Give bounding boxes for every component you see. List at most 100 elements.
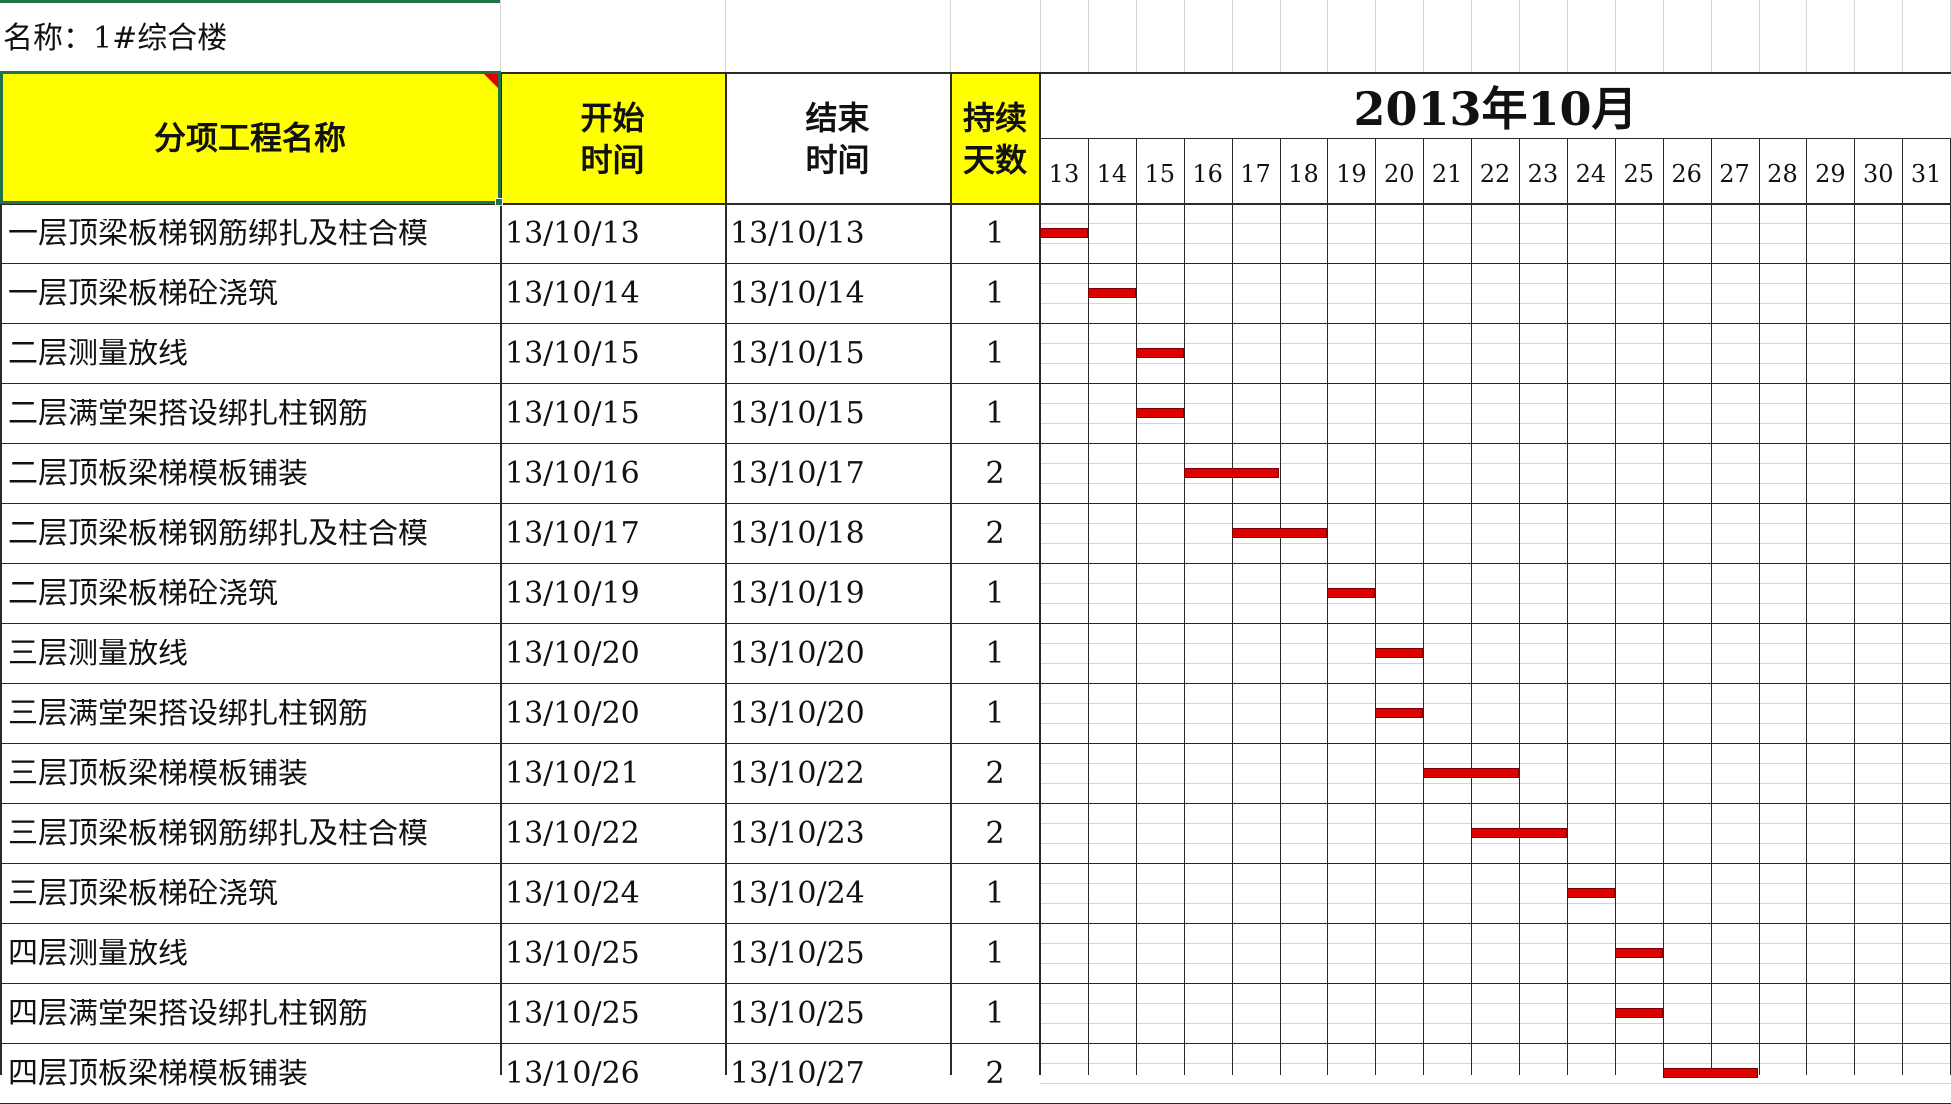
start-date-cell[interactable]: 13/10/15: [505, 339, 640, 369]
end-date-cell[interactable]: 13/10/15: [730, 339, 865, 369]
gantt-subrow-gridline: [1040, 663, 1951, 664]
start-date-cell[interactable]: 13/10/25: [505, 999, 640, 1029]
duration-cell[interactable]: 1: [985, 219, 1005, 249]
end-date-cell[interactable]: 13/10/23: [730, 819, 865, 849]
start-date-cell[interactable]: 13/10/26: [505, 1059, 640, 1089]
day-header-22[interactable]: 22: [1479, 160, 1511, 188]
duration-cell[interactable]: 2: [985, 1059, 1005, 1089]
start-time-header-line2: 时间: [580, 141, 645, 179]
end-date-cell[interactable]: 13/10/14: [730, 279, 865, 309]
end-date-cell[interactable]: 13/10/24: [730, 879, 865, 909]
day-header-13[interactable]: 13: [1048, 160, 1080, 188]
day-header-20[interactable]: 20: [1383, 160, 1415, 188]
duration-cell[interactable]: 1: [985, 879, 1005, 909]
active-cell-selection[interactable]: [0, 71, 501, 204]
end-date-cell[interactable]: 13/10/15: [730, 399, 865, 429]
task-name-cell[interactable]: 四层顶板梁梯模板铺装: [8, 1059, 308, 1089]
task-name-cell[interactable]: 一层顶梁板梯砼浇筑: [8, 279, 278, 309]
task-name-cell[interactable]: 二层顶梁板梯钢筋绑扎及柱合模: [8, 519, 428, 549]
day-header-24[interactable]: 24: [1575, 160, 1607, 188]
end-date-cell[interactable]: 13/10/19: [730, 579, 865, 609]
gantt-subrow-gridline: [1040, 223, 1951, 224]
end-date-cell[interactable]: 13/10/20: [730, 699, 865, 729]
fill-handle[interactable]: [495, 198, 503, 206]
month-header[interactable]: 2013年10月: [1353, 82, 1638, 136]
duration-cell[interactable]: 1: [985, 999, 1005, 1029]
day-header-16[interactable]: 16: [1192, 160, 1223, 188]
start-date-cell[interactable]: 13/10/20: [505, 639, 640, 669]
gantt-subrow-gridline: [1040, 243, 1951, 244]
gantt-bar: [1040, 228, 1088, 238]
duration-cell[interactable]: 1: [985, 279, 1005, 309]
task-name-cell[interactable]: 二层顶板梁梯模板铺装: [8, 459, 308, 489]
day-header-30[interactable]: 30: [1862, 160, 1894, 188]
end-date-cell[interactable]: 13/10/17: [730, 459, 865, 489]
gantt-subrow-gridline: [1040, 403, 1951, 404]
day-header-14[interactable]: 14: [1096, 160, 1128, 188]
start-date-cell[interactable]: 13/10/22: [505, 819, 640, 849]
start-date-cell[interactable]: 13/10/19: [505, 579, 640, 609]
day-header-19[interactable]: 19: [1336, 160, 1367, 188]
task-name-cell[interactable]: 三层测量放线: [8, 639, 188, 669]
end-date-cell[interactable]: 13/10/25: [730, 939, 865, 969]
day-header-21[interactable]: 21: [1431, 160, 1463, 188]
day-header-18[interactable]: 18: [1288, 160, 1319, 188]
task-name-cell[interactable]: 二层测量放线: [8, 339, 188, 369]
start-date-cell[interactable]: 13/10/20: [505, 699, 640, 729]
task-name-cell[interactable]: 四层满堂架搭设绑扎柱钢筋: [8, 999, 368, 1029]
task-name-cell[interactable]: 二层满堂架搭设绑扎柱钢筋: [8, 399, 368, 429]
day-header-17[interactable]: 17: [1240, 160, 1271, 188]
gantt-bar: [1662, 1068, 1759, 1078]
title-row-gridline: [1327, 0, 1329, 72]
duration-cell[interactable]: 1: [985, 699, 1005, 729]
duration-cell[interactable]: 1: [985, 339, 1005, 369]
day-header-15[interactable]: 15: [1144, 160, 1176, 188]
task-name-cell[interactable]: 三层顶板梁梯模板铺装: [8, 759, 308, 789]
duration-cell[interactable]: 2: [985, 459, 1005, 489]
duration-cell[interactable]: 2: [985, 519, 1005, 549]
row-border: [0, 383, 1951, 384]
duration-cell[interactable]: 1: [985, 639, 1005, 669]
start-date-cell[interactable]: 13/10/21: [505, 759, 640, 789]
end-date-cell[interactable]: 13/10/20: [730, 639, 865, 669]
end-date-cell[interactable]: 13/10/18: [730, 519, 865, 549]
start-date-cell[interactable]: 13/10/13: [505, 219, 640, 249]
task-name-cell[interactable]: 四层测量放线: [8, 939, 188, 969]
task-name-cell[interactable]: 三层顶梁板梯砼浇筑: [8, 879, 278, 909]
end-date-cell[interactable]: 13/10/25: [730, 999, 865, 1029]
day-header-26[interactable]: 26: [1671, 160, 1702, 188]
start-date-cell[interactable]: 13/10/24: [505, 879, 640, 909]
gantt-bar: [1183, 468, 1280, 478]
end-date-cell[interactable]: 13/10/27: [730, 1059, 865, 1089]
duration-cell[interactable]: 2: [985, 819, 1005, 849]
duration-cell[interactable]: 2: [985, 759, 1005, 789]
start-date-cell[interactable]: 13/10/16: [505, 459, 640, 489]
end-date-cell[interactable]: 13/10/13: [730, 219, 865, 249]
title-row-gridline: [1279, 0, 1281, 72]
gantt-bar: [1614, 948, 1663, 958]
start-date-cell[interactable]: 13/10/14: [505, 279, 640, 309]
duration-cell[interactable]: 1: [985, 399, 1005, 429]
day-header-27[interactable]: 27: [1719, 160, 1750, 188]
project-name-cell[interactable]: 名称：1#综合楼: [3, 21, 228, 56]
day-header-25[interactable]: 25: [1623, 160, 1655, 188]
task-name-cell[interactable]: 一层顶梁板梯钢筋绑扎及柱合模: [8, 219, 428, 249]
start-date-cell[interactable]: 13/10/15: [505, 399, 640, 429]
end-date-cell[interactable]: 13/10/22: [730, 759, 865, 789]
day-header-31[interactable]: 31: [1910, 160, 1942, 188]
task-name-cell[interactable]: 二层顶梁板梯砼浇筑: [8, 579, 278, 609]
day-column-border: [1231, 138, 1233, 1075]
task-name-cell[interactable]: 三层满堂架搭设绑扎柱钢筋: [8, 699, 368, 729]
gantt-subrow-gridline: [1040, 843, 1951, 844]
duration-cell[interactable]: 1: [985, 939, 1005, 969]
day-header-23[interactable]: 23: [1527, 160, 1559, 188]
task-name-header[interactable]: 分项工程名称: [153, 119, 346, 157]
day-header-29[interactable]: 29: [1815, 160, 1846, 188]
start-date-cell[interactable]: 13/10/25: [505, 939, 640, 969]
start-date-cell[interactable]: 13/10/17: [505, 519, 640, 549]
day-header-28[interactable]: 28: [1767, 160, 1798, 188]
duration-cell[interactable]: 1: [985, 579, 1005, 609]
gantt-bar: [1327, 588, 1376, 598]
task-name-cell[interactable]: 三层顶梁板梯钢筋绑扎及柱合模: [8, 819, 428, 849]
